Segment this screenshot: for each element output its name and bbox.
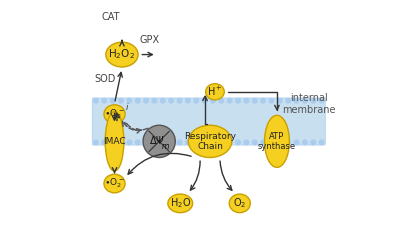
Circle shape — [218, 139, 224, 145]
Circle shape — [235, 98, 241, 104]
Circle shape — [135, 98, 141, 104]
Text: ATP
synthase: ATP synthase — [258, 132, 296, 151]
Circle shape — [285, 139, 291, 145]
Circle shape — [126, 98, 132, 104]
Circle shape — [260, 98, 266, 104]
Ellipse shape — [229, 194, 250, 213]
Circle shape — [176, 139, 182, 145]
Ellipse shape — [104, 174, 125, 193]
Text: $\mathregular{H_2O}$: $\mathregular{H_2O}$ — [170, 196, 191, 210]
Circle shape — [210, 98, 216, 104]
Circle shape — [152, 98, 158, 104]
Text: IMAC: IMAC — [103, 137, 126, 146]
FancyBboxPatch shape — [92, 98, 326, 145]
Circle shape — [101, 98, 107, 104]
Circle shape — [302, 98, 308, 104]
Text: $\mathregular{\Delta\Psi}$: $\mathregular{\Delta\Psi}$ — [149, 134, 165, 146]
Circle shape — [252, 98, 258, 104]
Text: $\mathregular{\bullet O_2^-}$: $\mathregular{\bullet O_2^-}$ — [104, 107, 125, 121]
Circle shape — [310, 139, 316, 145]
Circle shape — [143, 125, 175, 157]
Circle shape — [319, 139, 325, 145]
Circle shape — [101, 139, 107, 145]
Text: CAT: CAT — [102, 12, 120, 22]
Circle shape — [310, 98, 316, 104]
Text: $\mathregular{H_2O_2}$: $\mathregular{H_2O_2}$ — [108, 48, 135, 62]
Circle shape — [185, 98, 191, 104]
Circle shape — [244, 98, 249, 104]
Circle shape — [176, 98, 182, 104]
Circle shape — [252, 139, 258, 145]
Ellipse shape — [104, 105, 125, 123]
Circle shape — [110, 139, 116, 145]
Circle shape — [168, 98, 174, 104]
Circle shape — [202, 139, 207, 145]
Circle shape — [110, 98, 116, 104]
Circle shape — [93, 98, 99, 104]
Circle shape — [160, 98, 166, 104]
Circle shape — [143, 98, 149, 104]
Text: GPX: GPX — [139, 35, 159, 45]
Circle shape — [268, 98, 274, 104]
Ellipse shape — [188, 125, 232, 157]
Circle shape — [152, 139, 158, 145]
Circle shape — [185, 139, 191, 145]
Circle shape — [218, 98, 224, 104]
Circle shape — [319, 98, 325, 104]
Ellipse shape — [265, 115, 289, 167]
Circle shape — [227, 98, 233, 104]
Circle shape — [143, 139, 149, 145]
Text: m: m — [162, 142, 169, 151]
FancyArrowPatch shape — [127, 124, 141, 133]
Circle shape — [168, 139, 174, 145]
Text: $\mathregular{\bullet O_2^-}$: $\mathregular{\bullet O_2^-}$ — [104, 177, 125, 190]
Circle shape — [268, 139, 274, 145]
Ellipse shape — [105, 112, 124, 171]
Circle shape — [277, 98, 283, 104]
Text: $\mathregular{O_2}$: $\mathregular{O_2}$ — [233, 196, 247, 210]
Circle shape — [118, 139, 124, 145]
Circle shape — [210, 139, 216, 145]
Circle shape — [126, 139, 132, 145]
Text: $\mathregular{H^+}$: $\mathregular{H^+}$ — [207, 85, 223, 98]
Circle shape — [244, 139, 249, 145]
Ellipse shape — [106, 42, 138, 67]
FancyArrowPatch shape — [123, 122, 148, 130]
Circle shape — [93, 139, 99, 145]
Text: SOD: SOD — [94, 74, 115, 84]
Circle shape — [294, 139, 299, 145]
Circle shape — [193, 139, 199, 145]
Circle shape — [302, 139, 308, 145]
Circle shape — [135, 139, 141, 145]
Circle shape — [118, 98, 124, 104]
Circle shape — [285, 98, 291, 104]
Circle shape — [202, 98, 207, 104]
Text: Respiratory
Chain: Respiratory Chain — [184, 132, 236, 151]
Circle shape — [260, 139, 266, 145]
Circle shape — [193, 98, 199, 104]
FancyArrowPatch shape — [128, 153, 191, 174]
Circle shape — [277, 139, 283, 145]
Text: i: i — [126, 103, 128, 112]
Text: internal
membrane: internal membrane — [283, 93, 336, 115]
Ellipse shape — [206, 84, 224, 100]
Circle shape — [235, 139, 241, 145]
Circle shape — [227, 139, 233, 145]
Circle shape — [294, 98, 299, 104]
Ellipse shape — [168, 194, 193, 213]
Circle shape — [160, 139, 166, 145]
